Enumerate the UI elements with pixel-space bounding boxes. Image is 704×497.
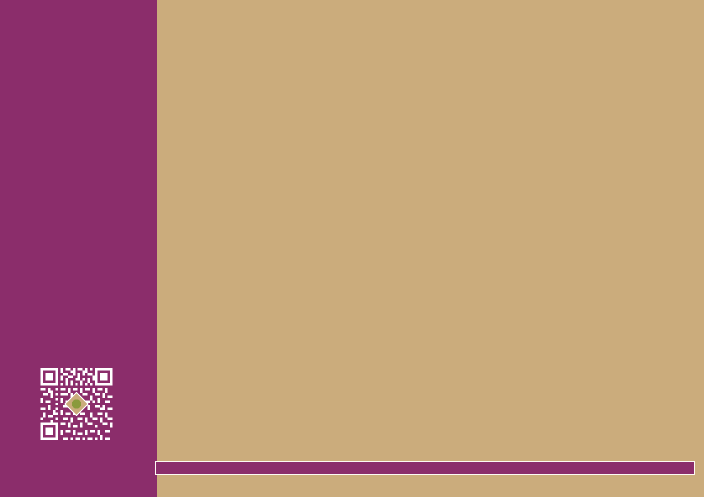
event-row <box>178 335 696 362</box>
event-row <box>178 362 696 389</box>
event-row <box>178 253 696 280</box>
event-row <box>178 308 696 335</box>
event-row <box>178 130 696 157</box>
event-row <box>178 75 696 102</box>
event-row <box>178 185 696 212</box>
qr-code[interactable] <box>28 368 125 440</box>
event-row <box>178 212 696 239</box>
left-purple-panel <box>0 0 157 497</box>
event-row <box>178 103 696 130</box>
event-row <box>178 158 696 185</box>
event-row <box>178 48 696 75</box>
qr-code-icon <box>40 368 113 440</box>
event-title <box>300 390 532 406</box>
bottom-accent-bar <box>155 461 695 475</box>
event-row <box>178 280 696 307</box>
event-row <box>178 390 696 417</box>
logo-diamond-icon <box>64 391 89 417</box>
event-title <box>300 335 532 351</box>
event-list <box>178 48 696 417</box>
event-title <box>300 212 532 228</box>
